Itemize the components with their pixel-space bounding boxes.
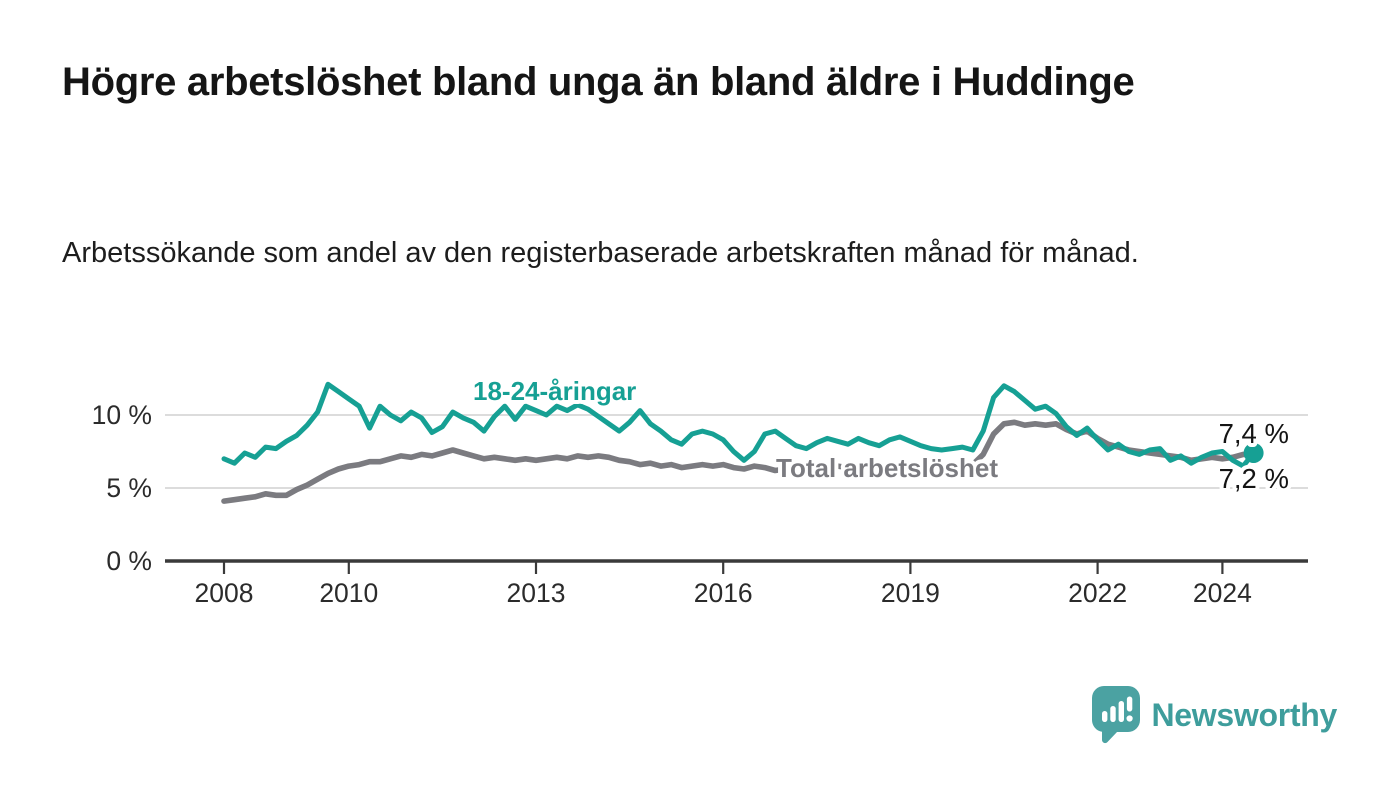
newsworthy-logo: Newsworthy (1091, 685, 1338, 745)
value-label-youth: 7,4 % (1219, 418, 1289, 449)
x-tick-label-2016: 2016 (694, 578, 753, 608)
brand-name: Newsworthy (1151, 696, 1338, 733)
series-line-youth (221, 381, 1257, 469)
x-tick-label-2022: 2022 (1068, 578, 1127, 608)
series-label-total: Total arbetslöshet (776, 453, 998, 483)
series-line-total (221, 419, 1257, 504)
page-title: Högre arbetslöshet bland unga än bland ä… (62, 60, 1135, 104)
series-label-youth: 18-24-åringar (473, 376, 636, 406)
x-tick-label-2024: 2024 (1193, 578, 1252, 608)
x-tick-label-2019: 2019 (881, 578, 940, 608)
x-tick-label-2010: 2010 (319, 578, 378, 608)
y-axis-label-10: 10 % (92, 400, 152, 430)
y-axis-label-0: 0 % (106, 546, 152, 576)
chart-description: Arbetssökande som andel av den registerb… (62, 237, 1139, 269)
value-label-total: 7,2 % (1219, 463, 1289, 494)
endpoint-dot-youth (1243, 442, 1264, 463)
x-tick-label-2013: 2013 (507, 578, 566, 608)
newsworthy-bubble-chart-icon (1091, 686, 1140, 744)
y-axis-label-5: 5 % (106, 473, 152, 503)
x-tick-label-2008: 2008 (195, 578, 254, 608)
